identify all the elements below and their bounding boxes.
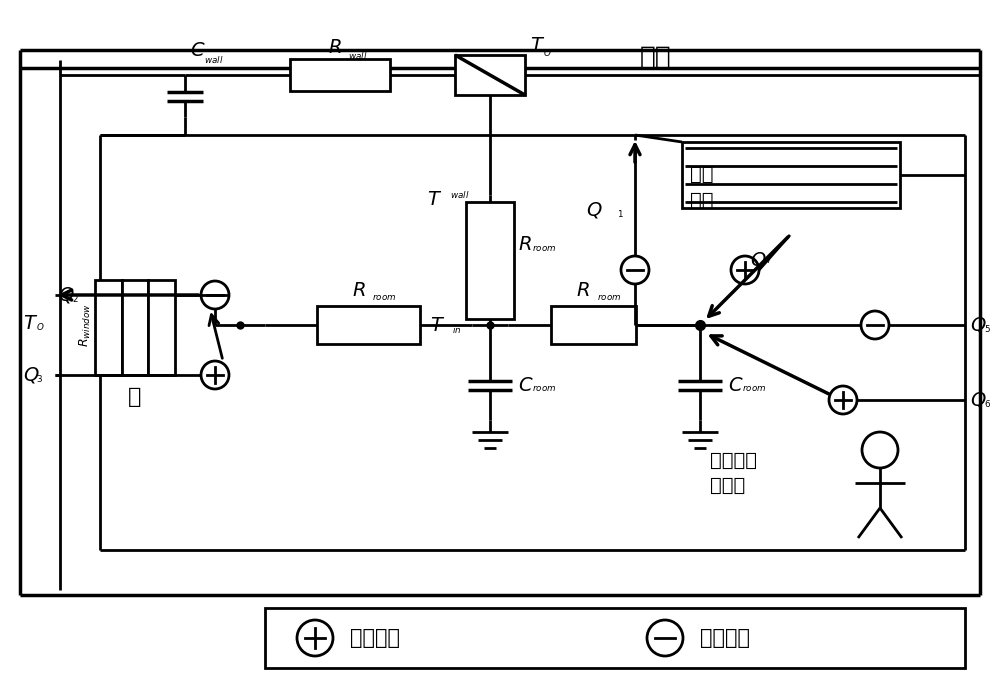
Bar bbox=[122, 280, 148, 375]
Text: $_6$: $_6$ bbox=[984, 397, 991, 409]
Text: $R_{window}$: $R_{window}$ bbox=[77, 303, 93, 347]
Text: $_{room}$: $_{room}$ bbox=[597, 290, 621, 303]
Text: $Q$: $Q$ bbox=[970, 315, 987, 335]
Text: $_O$: $_O$ bbox=[543, 46, 552, 59]
Bar bbox=[95, 280, 122, 375]
Text: 暖通: 暖通 bbox=[690, 164, 714, 184]
Text: $Q$: $Q$ bbox=[58, 285, 75, 305]
Text: 墙体: 墙体 bbox=[640, 45, 672, 71]
Text: 人体等室: 人体等室 bbox=[710, 451, 757, 469]
Text: 空调: 空调 bbox=[690, 190, 714, 210]
Text: $_3$: $_3$ bbox=[36, 371, 43, 384]
Text: $_1$: $_1$ bbox=[617, 206, 624, 219]
Text: 窗: 窗 bbox=[128, 387, 142, 407]
Bar bbox=[290, 59, 390, 91]
Text: $T$: $T$ bbox=[530, 36, 545, 55]
Bar bbox=[466, 201, 514, 319]
Bar bbox=[265, 608, 965, 668]
Bar bbox=[550, 306, 636, 344]
Text: $Q$: $Q$ bbox=[970, 390, 987, 410]
Text: $T$: $T$ bbox=[427, 190, 443, 209]
Text: $_{room}$: $_{room}$ bbox=[532, 380, 556, 393]
Text: $R$: $R$ bbox=[352, 281, 365, 300]
Text: $R$: $R$ bbox=[328, 38, 342, 57]
Text: $_{wall}$: $_{wall}$ bbox=[450, 187, 469, 200]
Text: $_2$: $_2$ bbox=[72, 291, 79, 304]
Text: $T$: $T$ bbox=[430, 315, 446, 335]
Bar bbox=[148, 280, 175, 375]
Text: $_5$: $_5$ bbox=[984, 322, 991, 335]
Text: 热量流失: 热量流失 bbox=[700, 628, 750, 648]
Bar bbox=[317, 306, 420, 344]
Text: $_{wall}$: $_{wall}$ bbox=[204, 52, 223, 65]
Text: $_{room}$: $_{room}$ bbox=[742, 380, 766, 393]
Text: $C$: $C$ bbox=[728, 375, 744, 395]
Text: $_{in}$: $_{in}$ bbox=[452, 322, 462, 335]
Text: $T$: $T$ bbox=[23, 313, 38, 333]
Text: 产生热量: 产生热量 bbox=[350, 628, 400, 648]
Bar bbox=[455, 55, 525, 95]
Text: $_{wall}$: $_{wall}$ bbox=[348, 48, 367, 61]
Text: $R$: $R$ bbox=[518, 235, 532, 253]
Text: $Q$: $Q$ bbox=[23, 365, 40, 385]
Text: 内热源: 内热源 bbox=[710, 475, 745, 495]
Text: $_O$: $_O$ bbox=[36, 319, 45, 333]
Bar bbox=[682, 142, 900, 208]
Text: $Q$: $Q$ bbox=[750, 250, 767, 270]
Text: $_{room}$: $_{room}$ bbox=[532, 241, 556, 253]
Text: $_7$: $_7$ bbox=[765, 253, 772, 266]
Text: $C$: $C$ bbox=[518, 375, 534, 395]
Text: $R$: $R$ bbox=[576, 281, 590, 300]
Text: $Q$: $Q$ bbox=[586, 200, 603, 220]
Text: $C$: $C$ bbox=[190, 41, 206, 60]
Text: $_{room}$: $_{room}$ bbox=[372, 290, 397, 303]
